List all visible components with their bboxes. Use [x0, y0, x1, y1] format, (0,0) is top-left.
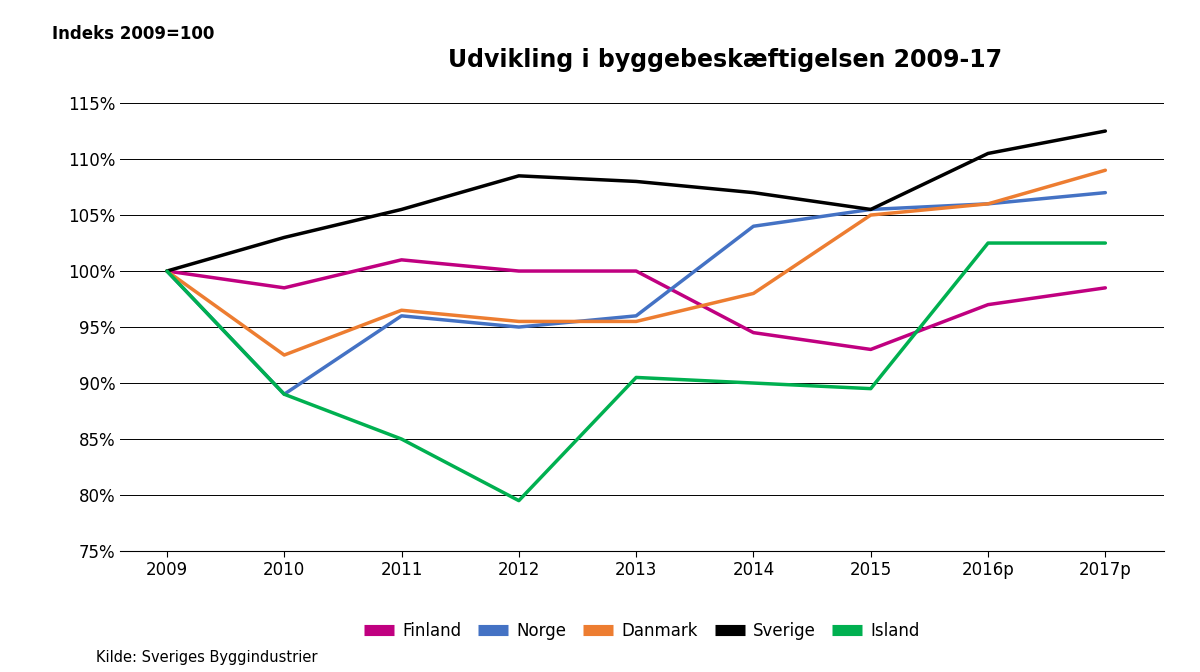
Finland — [511, 267, 526, 275]
Finland — [277, 284, 292, 292]
Sverige — [395, 206, 409, 214]
Sverige — [1098, 127, 1112, 135]
Danmark — [1098, 166, 1112, 174]
Finland — [1098, 284, 1112, 292]
Norge — [395, 312, 409, 320]
Norge — [980, 200, 995, 208]
Island — [746, 379, 761, 387]
Danmark — [160, 267, 174, 275]
Danmark — [395, 306, 409, 314]
Sverige — [511, 172, 526, 180]
Danmark — [746, 290, 761, 298]
Sverige — [746, 189, 761, 197]
Danmark — [511, 317, 526, 325]
Island — [511, 497, 526, 505]
Finland — [160, 267, 174, 275]
Sverige — [277, 233, 292, 241]
Island — [629, 374, 643, 382]
Danmark — [629, 317, 643, 325]
Norge — [1098, 189, 1112, 197]
Finland — [980, 300, 995, 308]
Legend: Finland, Norge, Danmark, Sverige, Island: Finland, Norge, Danmark, Sverige, Island — [358, 616, 926, 647]
Line: Sverige: Sverige — [167, 131, 1105, 271]
Norge — [277, 390, 292, 398]
Norge — [746, 222, 761, 230]
Island — [395, 435, 409, 443]
Norge — [629, 312, 643, 320]
Danmark — [980, 200, 995, 208]
Text: Kilde: Sveriges Byggindustrier: Kilde: Sveriges Byggindustrier — [96, 650, 318, 665]
Line: Island: Island — [167, 243, 1105, 501]
Danmark — [864, 211, 878, 219]
Finland — [395, 256, 409, 264]
Text: Indeks 2009=100: Indeks 2009=100 — [52, 25, 215, 43]
Line: Norge: Norge — [167, 193, 1105, 394]
Line: Finland: Finland — [167, 260, 1105, 349]
Danmark — [277, 351, 292, 359]
Sverige — [864, 206, 878, 214]
Sverige — [160, 267, 174, 275]
Finland — [746, 329, 761, 337]
Line: Danmark: Danmark — [167, 170, 1105, 355]
Norge — [864, 206, 878, 214]
Island — [864, 384, 878, 392]
Title: Udvikling i byggebeskæftigelsen 2009-17: Udvikling i byggebeskæftigelsen 2009-17 — [449, 48, 1002, 72]
Finland — [864, 345, 878, 353]
Island — [1098, 239, 1112, 247]
Island — [277, 390, 292, 398]
Island — [980, 239, 995, 247]
Finland — [629, 267, 643, 275]
Island — [160, 267, 174, 275]
Norge — [511, 323, 526, 331]
Norge — [160, 267, 174, 275]
Sverige — [980, 149, 995, 157]
Sverige — [629, 177, 643, 185]
